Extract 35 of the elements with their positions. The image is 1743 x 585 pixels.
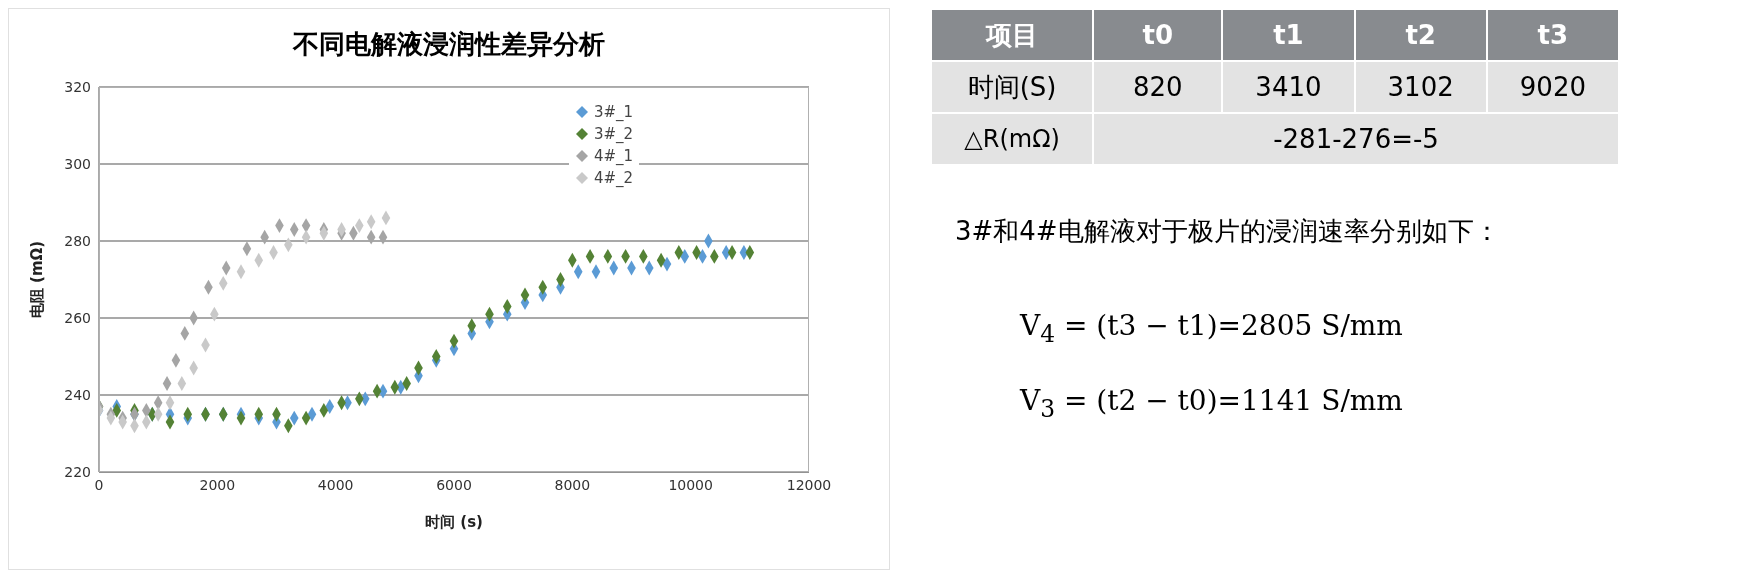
legend-label: 3#_2 [594, 124, 634, 145]
text: 3410 [1222, 61, 1355, 113]
text: 820 [1093, 61, 1223, 113]
text: t1 [1222, 9, 1355, 61]
legend-label: 4#_1 [594, 146, 634, 167]
text: t0 [1093, 9, 1223, 61]
chart-title: 不同电解液浸润性差异分析 [291, 28, 606, 61]
y-tick-label: 300 [64, 155, 91, 172]
x-tick-label: 2000 [199, 476, 236, 493]
y-tick-label: 260 [64, 309, 91, 326]
y-tick-label: 220 [64, 463, 91, 480]
text: t2 [1354, 9, 1487, 61]
text: V$_{3}$ = (t2 − t0)=1141 S/mm [1020, 383, 1404, 423]
text: V$_{4}$ = (t3 − t1)=2805 S/mm [1020, 309, 1404, 348]
text: 9020 [1486, 61, 1619, 113]
x-tick-label: 0 [94, 476, 104, 493]
x-tick-label: 12000 [786, 476, 832, 493]
legend-label: 4#_2 [594, 168, 634, 189]
x-tick-label: 4000 [317, 476, 354, 493]
text: 3102 [1354, 61, 1487, 113]
legend-label: 3#_1 [594, 102, 634, 123]
y-tick-label: 240 [64, 386, 91, 403]
text: t3 [1486, 9, 1619, 61]
text: 项目 [931, 9, 1094, 61]
text: -281-276=-5 [1093, 113, 1619, 165]
y-axis-title: 电阻 (mΩ) [28, 240, 47, 319]
text: 时间(S) [931, 61, 1094, 113]
y-tick-label: 320 [64, 78, 91, 95]
x-tick-label: 8000 [554, 476, 591, 493]
x-tick-label: 6000 [436, 476, 472, 493]
y-tick-label: 280 [64, 232, 91, 249]
text: △R(mΩ) [931, 113, 1094, 165]
text: 3#和4#电解液对于极片的浸润速率分别如下： [955, 215, 1501, 248]
x-tick-label: 10000 [668, 476, 713, 493]
x-axis-title: 时间 (s) [425, 513, 483, 531]
